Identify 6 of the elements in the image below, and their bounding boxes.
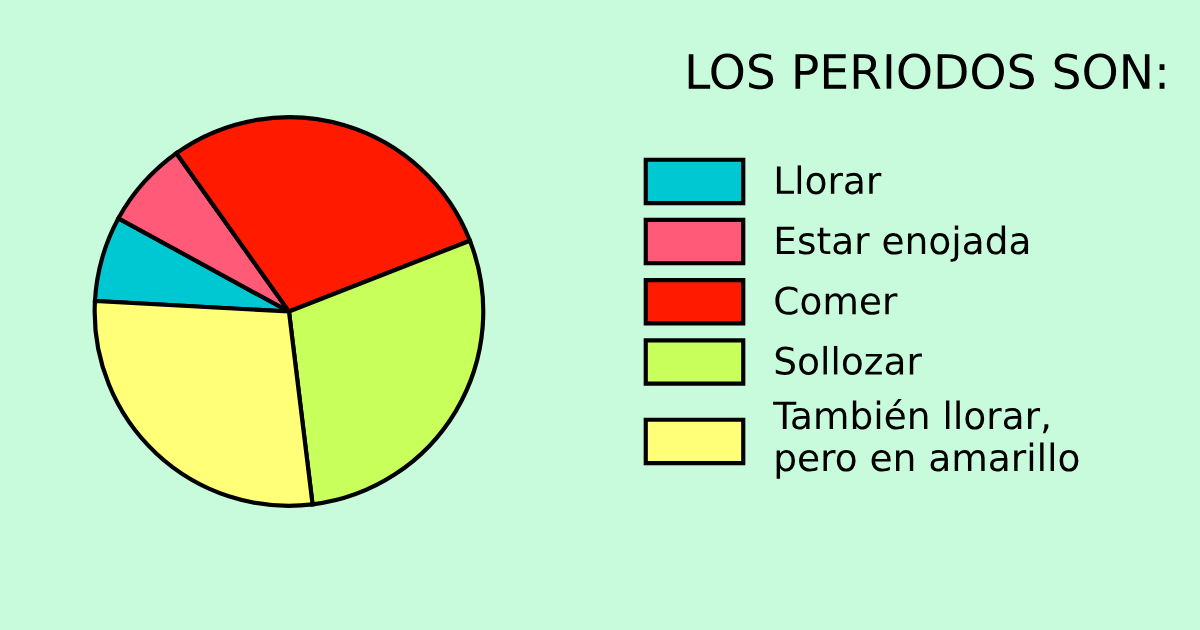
chart-title: LOS PERIODOS SON: (688, 53, 1165, 90)
legend-label: Sollozar (775, 345, 922, 375)
legend-label: Comer (775, 286, 898, 315)
legend-label: Estar enojada (776, 225, 1029, 262)
legend-label: Llorar (776, 165, 882, 195)
legend-label: También llorar, pero en amarillo (773, 399, 1079, 479)
